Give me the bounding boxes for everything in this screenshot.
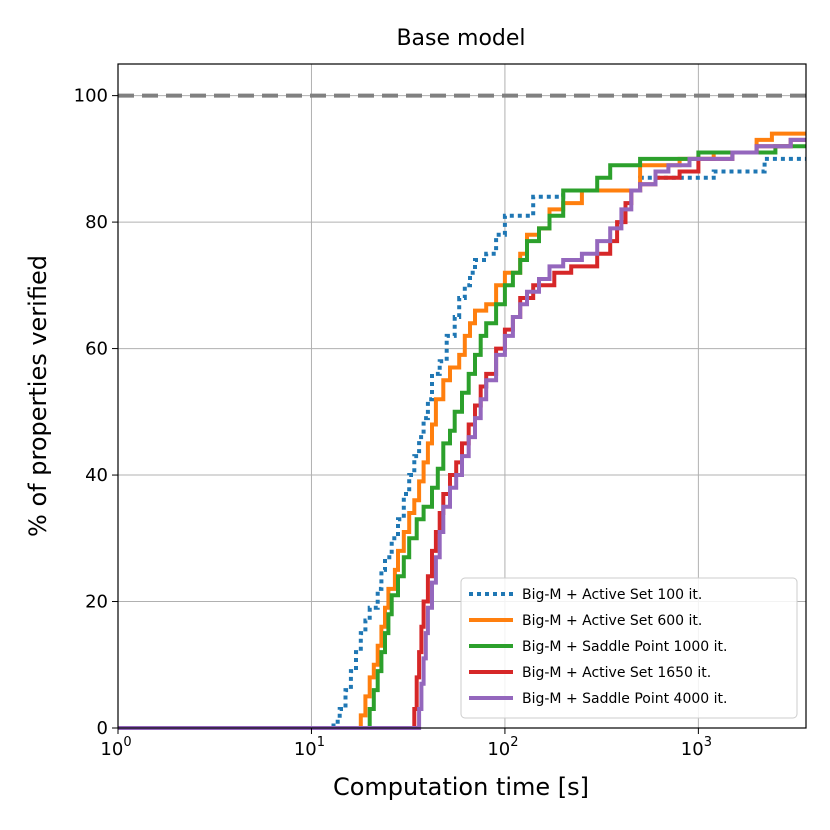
legend-label: Big-M + Active Set 600 it. bbox=[522, 613, 702, 629]
y-tick-label: 40 bbox=[85, 465, 108, 486]
y-tick-label: 100 bbox=[74, 86, 108, 107]
y-axis: 0 20 40 60 80 100 bbox=[74, 86, 118, 739]
legend-label: Big-M + Active Set 1650 it. bbox=[522, 665, 711, 681]
legend-label: Big-M + Saddle Point 4000 it. bbox=[522, 691, 727, 707]
series-lines bbox=[118, 131, 806, 730]
x-tick-exponent: 0 bbox=[123, 735, 131, 750]
x-tick-exponent: 3 bbox=[704, 735, 712, 750]
x-tick-exponent: 1 bbox=[317, 735, 325, 750]
x-tick-label: 101 bbox=[294, 735, 325, 760]
x-tick-label: 103 bbox=[681, 735, 712, 760]
legend: Big-M + Active Set 100 it. Big-M + Active… bbox=[460, 577, 798, 719]
series-line-3 bbox=[118, 144, 806, 730]
y-tick-label: 0 bbox=[97, 718, 108, 739]
x-axis: 100 101 102 103 bbox=[100, 728, 712, 760]
y-axis-title: % of properties verified bbox=[24, 255, 52, 537]
chart-title: Base model bbox=[396, 26, 525, 51]
x-tick-exponent: 2 bbox=[510, 735, 518, 750]
series-line-2 bbox=[118, 131, 806, 730]
series-line-5 bbox=[118, 137, 806, 730]
y-tick-label: 20 bbox=[85, 592, 108, 613]
x-tick-label: 102 bbox=[487, 735, 518, 760]
legend-label: Big-M + Saddle Point 1000 it. bbox=[522, 639, 727, 655]
y-tick-label: 80 bbox=[85, 212, 108, 233]
legend-label: Big-M + Active Set 100 it. bbox=[522, 587, 702, 603]
y-tick-label: 60 bbox=[85, 339, 108, 360]
x-axis-title: Computation time [s] bbox=[333, 773, 589, 801]
plot-area-frame bbox=[117, 63, 807, 729]
legend-box bbox=[460, 577, 798, 719]
